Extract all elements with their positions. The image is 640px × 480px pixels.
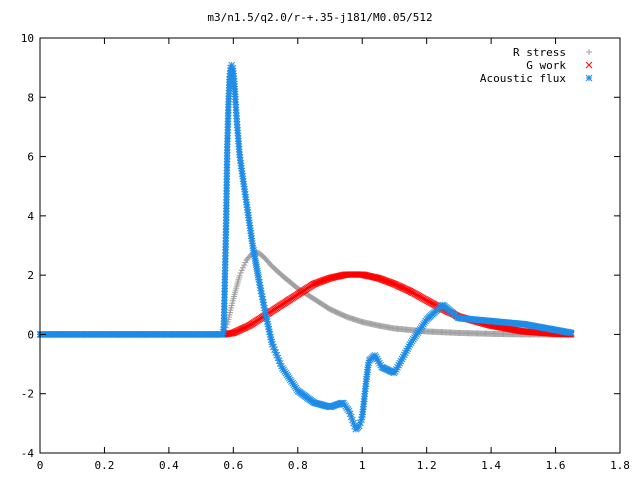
x-tick-label: 0.4 <box>159 459 179 472</box>
legend-marker <box>585 61 593 69</box>
plot-frame <box>39 37 621 454</box>
series-g-work <box>36 271 575 338</box>
data-point <box>240 264 246 271</box>
data-point <box>237 269 244 276</box>
y-tick-label: 8 <box>27 91 34 104</box>
y-tick-label: 4 <box>27 210 34 223</box>
data-point <box>236 272 243 279</box>
x-tick-label: 0.6 <box>223 459 243 472</box>
legend-label: R stress <box>513 46 566 59</box>
x-tick-label: 1 <box>359 459 366 472</box>
legend-marker <box>586 49 592 55</box>
x-tick-label: 1.2 <box>417 459 437 472</box>
x-tick-label: 1.8 <box>610 459 630 472</box>
legend-marker <box>585 74 593 82</box>
data-point <box>389 280 397 287</box>
y-tick-label: 2 <box>27 269 34 282</box>
x-tick-label: 0.8 <box>288 459 308 472</box>
legend-label: Acoustic flux <box>480 72 566 85</box>
x-tick-label: 1.4 <box>481 459 501 472</box>
series-acoustic-flux <box>36 61 575 433</box>
data-point <box>241 262 248 269</box>
series-layer <box>36 61 575 433</box>
x-tick-label: 0 <box>37 459 44 472</box>
y-tick-label: 10 <box>21 32 34 45</box>
y-tick-label: 6 <box>27 151 34 164</box>
y-tick-label: -2 <box>21 388 34 401</box>
y-tick-label: -4 <box>21 447 35 460</box>
data-point <box>567 329 575 337</box>
legend-label: G work <box>526 59 566 72</box>
x-tick-label: 1.6 <box>546 459 566 472</box>
y-tick-label: 0 <box>27 328 34 341</box>
chart-title: m3/n1.5/q2.0/r-+.35-j181/M0.05/512 <box>207 11 432 24</box>
axes: 0 0.2 0.4 0.6 0.8 1 1.2 1.4 1.6 1.8 -4 -2 0 2 4 6 8 10 <box>21 32 630 472</box>
data-point <box>238 267 245 274</box>
x-tick-label: 0.2 <box>95 459 115 472</box>
data-point <box>229 329 237 337</box>
